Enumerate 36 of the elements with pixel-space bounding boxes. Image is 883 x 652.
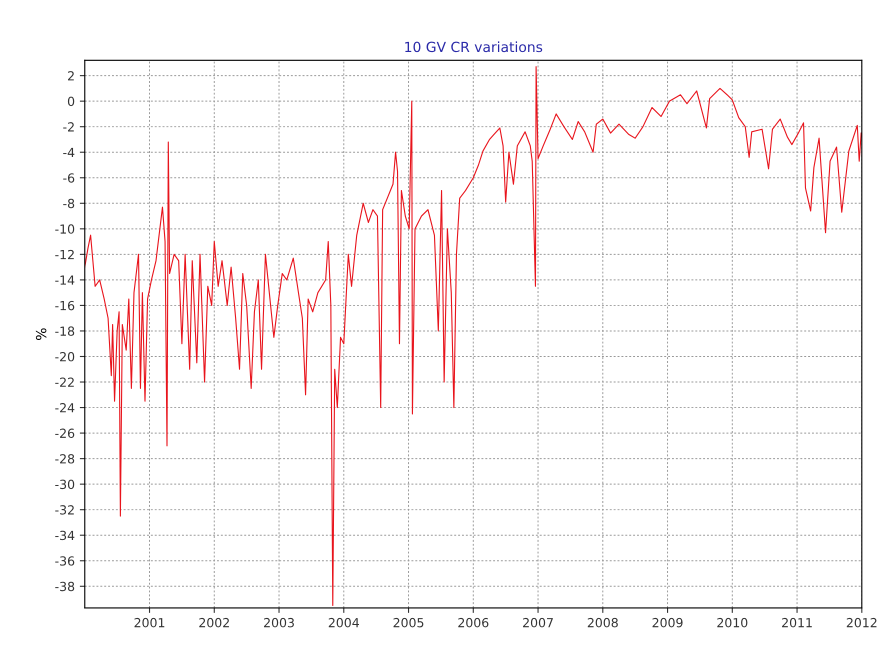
y-tick-label: 2 xyxy=(68,71,74,80)
x-tick-label: 2001 xyxy=(134,618,164,628)
y-tick-label: -16 xyxy=(55,300,74,310)
y-tick-label: 0 xyxy=(68,96,74,106)
y-tick-label: -4 xyxy=(63,148,74,157)
y-tick-label: -34 xyxy=(55,530,74,540)
y-tick-label: -30 xyxy=(55,480,74,490)
y-tick-label: -14 xyxy=(55,276,74,285)
y-tick-label: -26 xyxy=(55,428,74,438)
x-tick-label: 2012 xyxy=(846,618,876,628)
x-tick-label: 2005 xyxy=(394,618,424,628)
y-tick-label: -12 xyxy=(55,250,74,260)
x-tick-label: 2008 xyxy=(588,618,618,628)
x-tick-label: 2010 xyxy=(717,618,748,628)
y-axis-title: % xyxy=(36,328,46,340)
x-tick-label: 2004 xyxy=(328,618,359,628)
y-tick-label: -38 xyxy=(55,582,74,592)
chart-title: 10 GV CR variations xyxy=(405,41,542,52)
y-tick-label: -24 xyxy=(55,403,74,412)
y-tick-label: -2 xyxy=(63,122,74,132)
x-tick-label: 2011 xyxy=(782,618,812,628)
y-tick-label: -18 xyxy=(55,326,74,336)
x-tick-label: 2007 xyxy=(523,618,553,628)
y-tick-label: -6 xyxy=(63,173,74,183)
y-tick-label: -36 xyxy=(55,556,74,566)
x-tick-label: 2009 xyxy=(652,618,683,628)
y-tick-label: -20 xyxy=(55,352,74,362)
y-tick-label: -28 xyxy=(55,454,74,464)
x-tick-label: 2002 xyxy=(199,618,229,628)
x-tick-label: 2003 xyxy=(264,618,294,628)
y-tick-label: -32 xyxy=(55,505,74,515)
y-tick-label: -8 xyxy=(63,198,74,208)
line-series xyxy=(84,66,862,606)
y-tick-label: -22 xyxy=(55,377,74,387)
x-tick-label: 2006 xyxy=(458,618,488,628)
y-tick-label: -10 xyxy=(55,224,74,234)
